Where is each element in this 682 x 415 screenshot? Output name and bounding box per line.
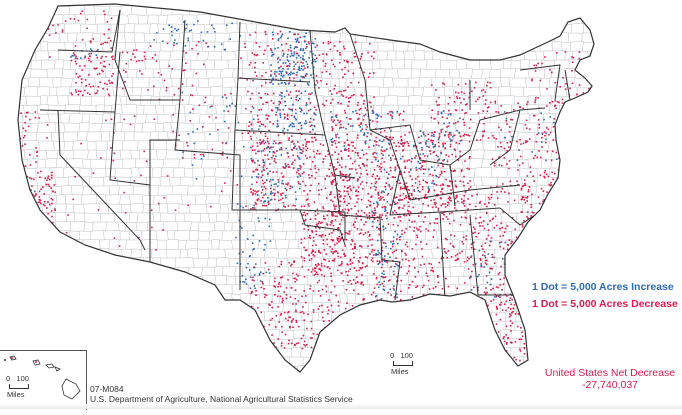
hawaii-inset (0, 350, 87, 410)
source-credit: 07-M084 U.S. Department of Agriculture, … (90, 384, 353, 404)
legend-increase: 1 Dot = 5,000 Acres Increase (532, 281, 674, 293)
main-scale-bar: 0 100 Miles (390, 351, 413, 376)
net-label: United States Net Decrease (544, 367, 676, 379)
hawaii-map (4, 355, 81, 400)
net-value: -27,740,037 (581, 379, 639, 391)
scale-hundred: 100 (400, 351, 413, 360)
net-change: United States Net Decrease -27,740,037 (540, 367, 680, 391)
scale-zero: 0 (390, 351, 395, 360)
map-code: 07-M084 (90, 384, 124, 394)
state-borders (39, 9, 571, 301)
bottom-edge (0, 404, 682, 409)
legend: 1 Dot = 5,000 Acres Increase 1 Dot = 5,0… (532, 279, 678, 313)
scale-unit: Miles (391, 367, 409, 376)
source-text: U.S. Department of Agriculture, National… (90, 394, 353, 404)
hawaii-scale-bar: 0 100 Miles (6, 374, 29, 399)
county-borders (18, 4, 594, 372)
hawaii-scale-hundred: 100 (16, 374, 29, 383)
hawaii-scale-zero: 0 (6, 374, 11, 383)
hawaii-scale-unit: Miles (7, 390, 25, 399)
dot-layer (18, 10, 592, 362)
legend-decrease: 1 Dot = 5,000 Acres Decrease (532, 298, 678, 310)
